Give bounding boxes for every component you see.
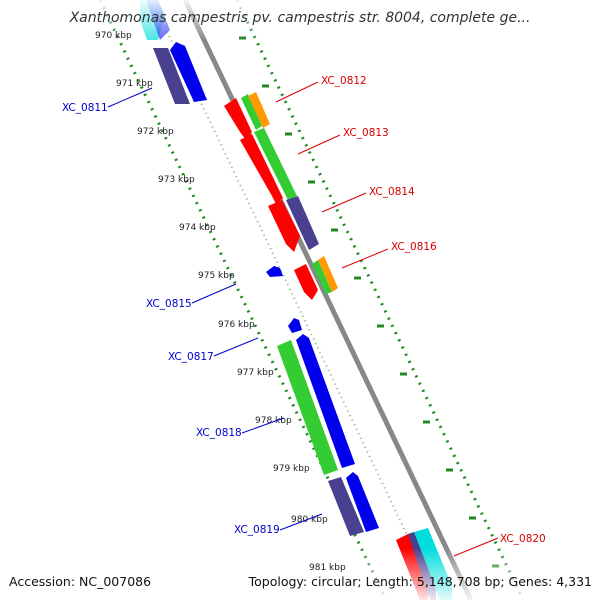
kbp-label: 977 kbp [237, 368, 274, 378]
kbp-label: 976 kbp [218, 320, 255, 330]
kbp-label: 979 kbp [273, 464, 310, 474]
kbp-label: 973 kbp [158, 175, 195, 185]
gene-label-XC_0818[interactable]: XC_0818 [196, 427, 242, 439]
ruler-ticks-right [239, 38, 499, 566]
gene-label-XC_0814[interactable]: XC_0814 [369, 186, 415, 198]
kbp-label: 972 kbp [137, 127, 174, 137]
gene-label-XC_0811[interactable]: XC_0811 [62, 102, 108, 114]
gene-label-XC_0819[interactable]: XC_0819 [234, 524, 280, 536]
kbp-label: 975 kbp [198, 271, 235, 281]
leader-lines [108, 82, 498, 556]
gene-label-XC_0816[interactable]: XC_0816 [391, 241, 437, 253]
gene-label-XC_0812[interactable]: XC_0812 [321, 75, 367, 87]
kbp-label: 974 kbp [179, 223, 216, 233]
map-title: Xanthomonas campestris pv. campestris st… [69, 10, 531, 26]
ruler-line-inner-right [237, 0, 523, 600]
gene-labels: XC_0811 XC_0812 XC_0813 XC_0814 XC_0816 … [62, 75, 546, 545]
gene-label-XC_0815[interactable]: XC_0815 [146, 298, 192, 310]
kbp-label: 978 kbp [255, 416, 292, 426]
gene-label-XC_0813[interactable]: XC_0813 [343, 127, 389, 139]
kbp-label: 981 kbp [309, 563, 346, 573]
gene-label-XC_0820[interactable]: XC_0820 [500, 533, 546, 545]
genome-backbone [185, 0, 471, 600]
gene-label-XC_0817[interactable]: XC_0817 [168, 351, 214, 363]
accession-label: Accession: NC_007086 [9, 574, 151, 589]
genome-map-canvas: 970 kbp 971 kbp 972 kbp 973 kbp 974 kbp … [0, 0, 600, 600]
gene-XC_0815[interactable] [266, 266, 283, 277]
gene-XC_0817[interactable] [288, 318, 302, 333]
topology-label: Topology: circular; Length: 5,148,708 bp… [248, 574, 592, 589]
genome-map: 970 kbp 971 kbp 972 kbp 973 kbp 974 kbp … [0, 0, 600, 600]
kbp-label: 971 kbp [116, 79, 153, 89]
kbp-labels: 970 kbp 971 kbp 972 kbp 973 kbp 974 kbp … [95, 31, 346, 573]
kbp-label: 970 kbp [95, 31, 132, 41]
